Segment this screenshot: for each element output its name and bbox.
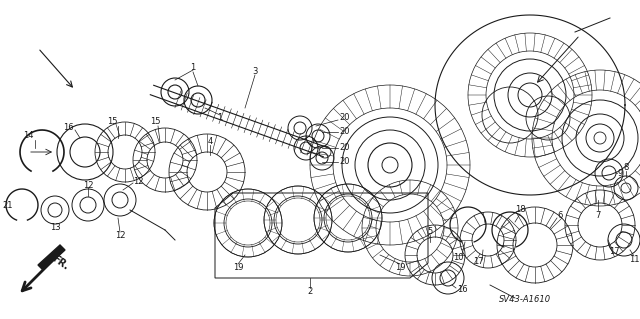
- Text: 6: 6: [557, 211, 563, 219]
- Text: 17: 17: [473, 257, 483, 266]
- Text: 19: 19: [395, 263, 405, 272]
- Text: 19: 19: [233, 263, 243, 272]
- Text: 15: 15: [107, 117, 117, 127]
- Text: 3: 3: [252, 68, 258, 77]
- Text: 21: 21: [3, 202, 13, 211]
- Polygon shape: [38, 245, 65, 270]
- Text: 13: 13: [50, 224, 60, 233]
- Text: 5: 5: [428, 227, 433, 236]
- Text: 17: 17: [609, 248, 620, 256]
- Text: 4: 4: [207, 137, 212, 146]
- Text: 11: 11: [628, 256, 639, 264]
- Text: SV43-A1610: SV43-A1610: [499, 295, 551, 305]
- Text: 12: 12: [83, 181, 93, 189]
- Text: 16: 16: [457, 286, 467, 294]
- Text: 9: 9: [618, 168, 623, 177]
- Text: 16: 16: [63, 123, 74, 132]
- Text: 20: 20: [340, 144, 350, 152]
- Text: 1: 1: [218, 114, 223, 122]
- Text: 2: 2: [307, 287, 312, 296]
- Text: 18: 18: [515, 205, 525, 214]
- Text: 20: 20: [340, 158, 350, 167]
- Text: 15: 15: [150, 117, 160, 127]
- Text: FR.: FR.: [50, 254, 70, 272]
- Text: 8: 8: [623, 164, 628, 173]
- Text: 12: 12: [115, 232, 125, 241]
- Text: 12: 12: [132, 177, 143, 187]
- Text: 1: 1: [190, 63, 196, 71]
- Text: 20: 20: [340, 114, 350, 122]
- Text: 14: 14: [23, 131, 33, 140]
- Text: 7: 7: [595, 211, 601, 219]
- Text: 20: 20: [340, 128, 350, 137]
- Text: 10: 10: [452, 254, 463, 263]
